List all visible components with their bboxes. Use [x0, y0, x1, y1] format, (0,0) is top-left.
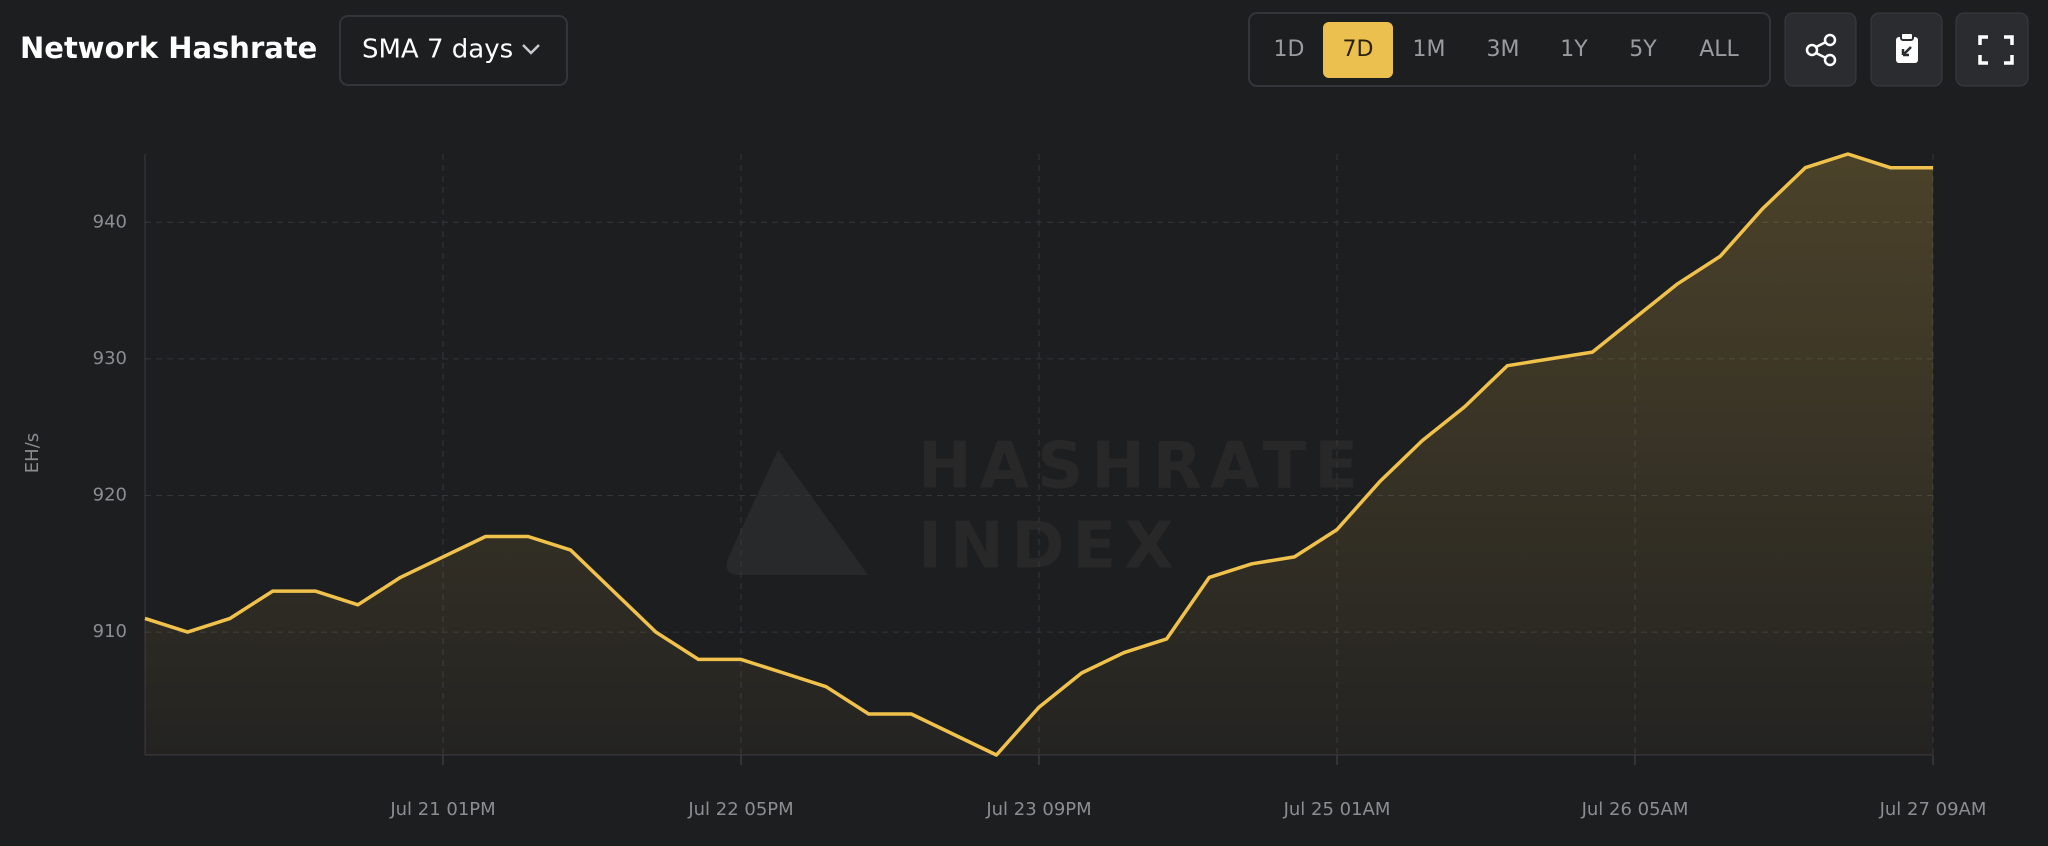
y-tick-label: 940	[93, 211, 127, 232]
x-tick-label: Jul 26 05AM	[1581, 799, 1689, 820]
average-dropdown[interactable]: SMA 7 days	[339, 15, 568, 86]
fullscreen-button[interactable]	[1955, 12, 2029, 87]
x-tick-label: Jul 23 09PM	[985, 799, 1091, 820]
x-tick-label: Jul 22 05PM	[687, 799, 793, 820]
y-tick-label: 920	[93, 484, 127, 505]
range-button[interactable]: ALL	[1699, 37, 1739, 62]
range-button[interactable]: 1D	[1274, 37, 1305, 62]
area	[145, 154, 1933, 755]
clipboard-button[interactable]	[1870, 12, 1943, 87]
x-tick-label: Jul 21 01PM	[389, 799, 495, 820]
range-button[interactable]: 7D	[1343, 37, 1374, 62]
line	[144, 152, 1933, 757]
range-button[interactable]: 1Y	[1560, 37, 1588, 62]
y-tick-label: 930	[93, 348, 127, 369]
x-tick-label: Jul 25 01AM	[1283, 799, 1391, 820]
average-label: SMA 7 days	[362, 35, 513, 65]
watermark-text: INDEX	[918, 510, 1182, 584]
range-button[interactable]: 3M	[1487, 37, 1520, 62]
range-button[interactable]: 5Y	[1629, 37, 1657, 62]
range-button[interactable]: 1M	[1413, 37, 1446, 62]
range-active[interactable]	[1323, 22, 1393, 78]
y-axis-label: EH/s	[22, 433, 43, 473]
watermark-text: HASHRATE	[918, 430, 1366, 504]
x-tick-label: Jul 27 09AM	[1879, 799, 1987, 820]
title: Network Hashrate	[20, 31, 317, 65]
share-button[interactable]	[1784, 12, 1857, 87]
y-tick-label: 910	[93, 621, 127, 642]
watermark: HASHRATE INDEX	[726, 430, 1366, 584]
